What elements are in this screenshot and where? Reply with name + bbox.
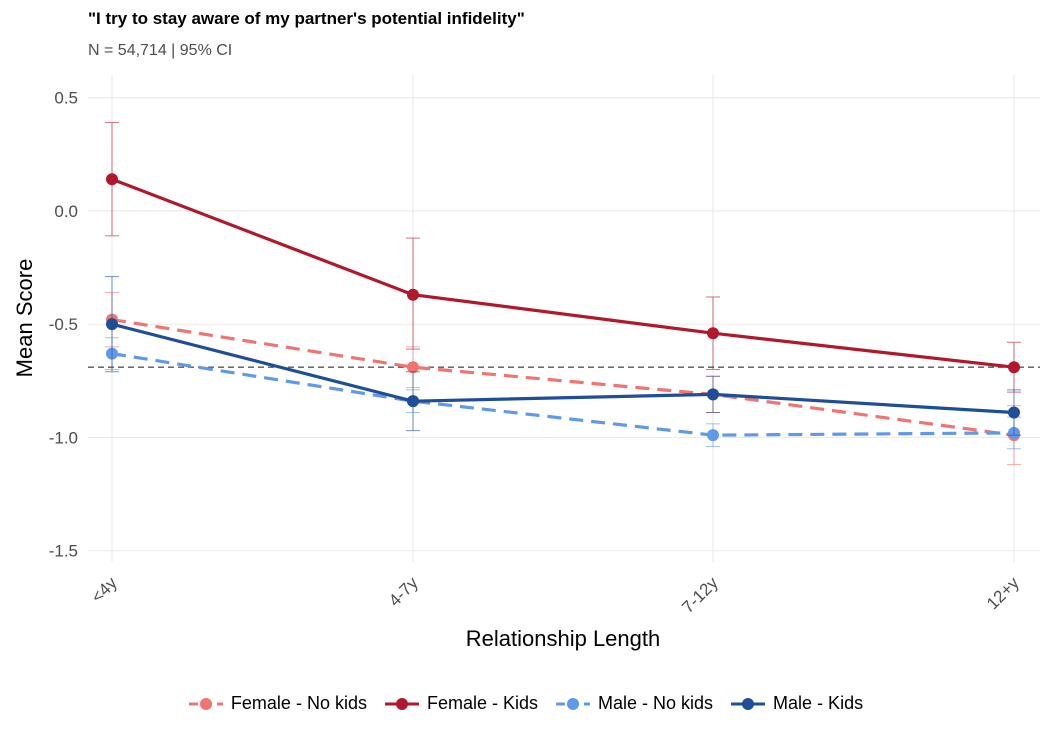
y-axis-title: Mean Score bbox=[12, 259, 37, 378]
legend: Female - No kids Female - Kids Male - No k… bbox=[0, 693, 1050, 714]
x-axis-ticks: <4y 4-7y 7-12y 12+y bbox=[88, 573, 1024, 617]
x-tick-label: 7-12y bbox=[678, 573, 722, 617]
x-tick-label: 12+y bbox=[983, 573, 1023, 613]
y-tick-label: -0.5 bbox=[49, 315, 78, 334]
legend-item: Male - No kids bbox=[554, 693, 713, 714]
data-point bbox=[407, 395, 419, 408]
legend-swatch bbox=[188, 697, 223, 710]
legend-item: Female - Kids bbox=[383, 693, 538, 714]
series-3 bbox=[105, 276, 1021, 436]
y-tick-label: 0.5 bbox=[54, 89, 78, 108]
data-point bbox=[707, 388, 719, 401]
legend-label: Female - No kids bbox=[230, 693, 367, 713]
line-chart: 0.5 0.0 -0.5 -1.0 -1.5 <4y 4-7y 7-12y 12+y Rela… bbox=[12, 75, 1040, 651]
legend-item: Male - Kids bbox=[729, 693, 863, 714]
data-point bbox=[407, 361, 419, 374]
y-tick-label: 0.0 bbox=[54, 202, 78, 221]
y-axis-ticks: 0.5 0.0 -0.5 -1.0 -1.5 bbox=[49, 89, 78, 561]
legend-label: Male - Kids bbox=[773, 693, 864, 713]
legend-swatch bbox=[384, 697, 419, 710]
series-line bbox=[111, 352, 1015, 437]
legend-swatch bbox=[556, 697, 591, 710]
x-axis-title: Relationship Length bbox=[466, 626, 660, 651]
legend-label: Male - No kids bbox=[598, 693, 714, 713]
data-point bbox=[407, 288, 419, 301]
x-tick-label: <4y bbox=[88, 573, 122, 607]
x-tick-label: 4-7y bbox=[385, 573, 422, 610]
y-tick-label: -1.5 bbox=[49, 542, 78, 561]
series-layer bbox=[105, 122, 1021, 466]
series-1 bbox=[105, 122, 1021, 393]
legend-item: Female - No kids bbox=[187, 693, 367, 714]
y-tick-label: -1.0 bbox=[49, 428, 78, 447]
data-point bbox=[1008, 406, 1020, 419]
series-line bbox=[111, 177, 1015, 369]
legend-label: Female - Kids bbox=[426, 693, 539, 713]
legend-swatch bbox=[731, 697, 766, 710]
series-0 bbox=[105, 291, 1021, 466]
grid bbox=[88, 75, 1040, 562]
data-point bbox=[707, 429, 719, 442]
data-point bbox=[106, 318, 118, 331]
data-point bbox=[106, 173, 118, 186]
data-point bbox=[707, 327, 719, 340]
chart-title: "I try to stay aware of my partner's pot… bbox=[88, 9, 525, 28]
chart-subtitle: N = 54,714 | 95% CI bbox=[88, 42, 233, 59]
series-2 bbox=[105, 337, 1021, 450]
series-line bbox=[111, 318, 1015, 437]
series-line bbox=[111, 322, 1015, 415]
data-point bbox=[1008, 361, 1020, 374]
